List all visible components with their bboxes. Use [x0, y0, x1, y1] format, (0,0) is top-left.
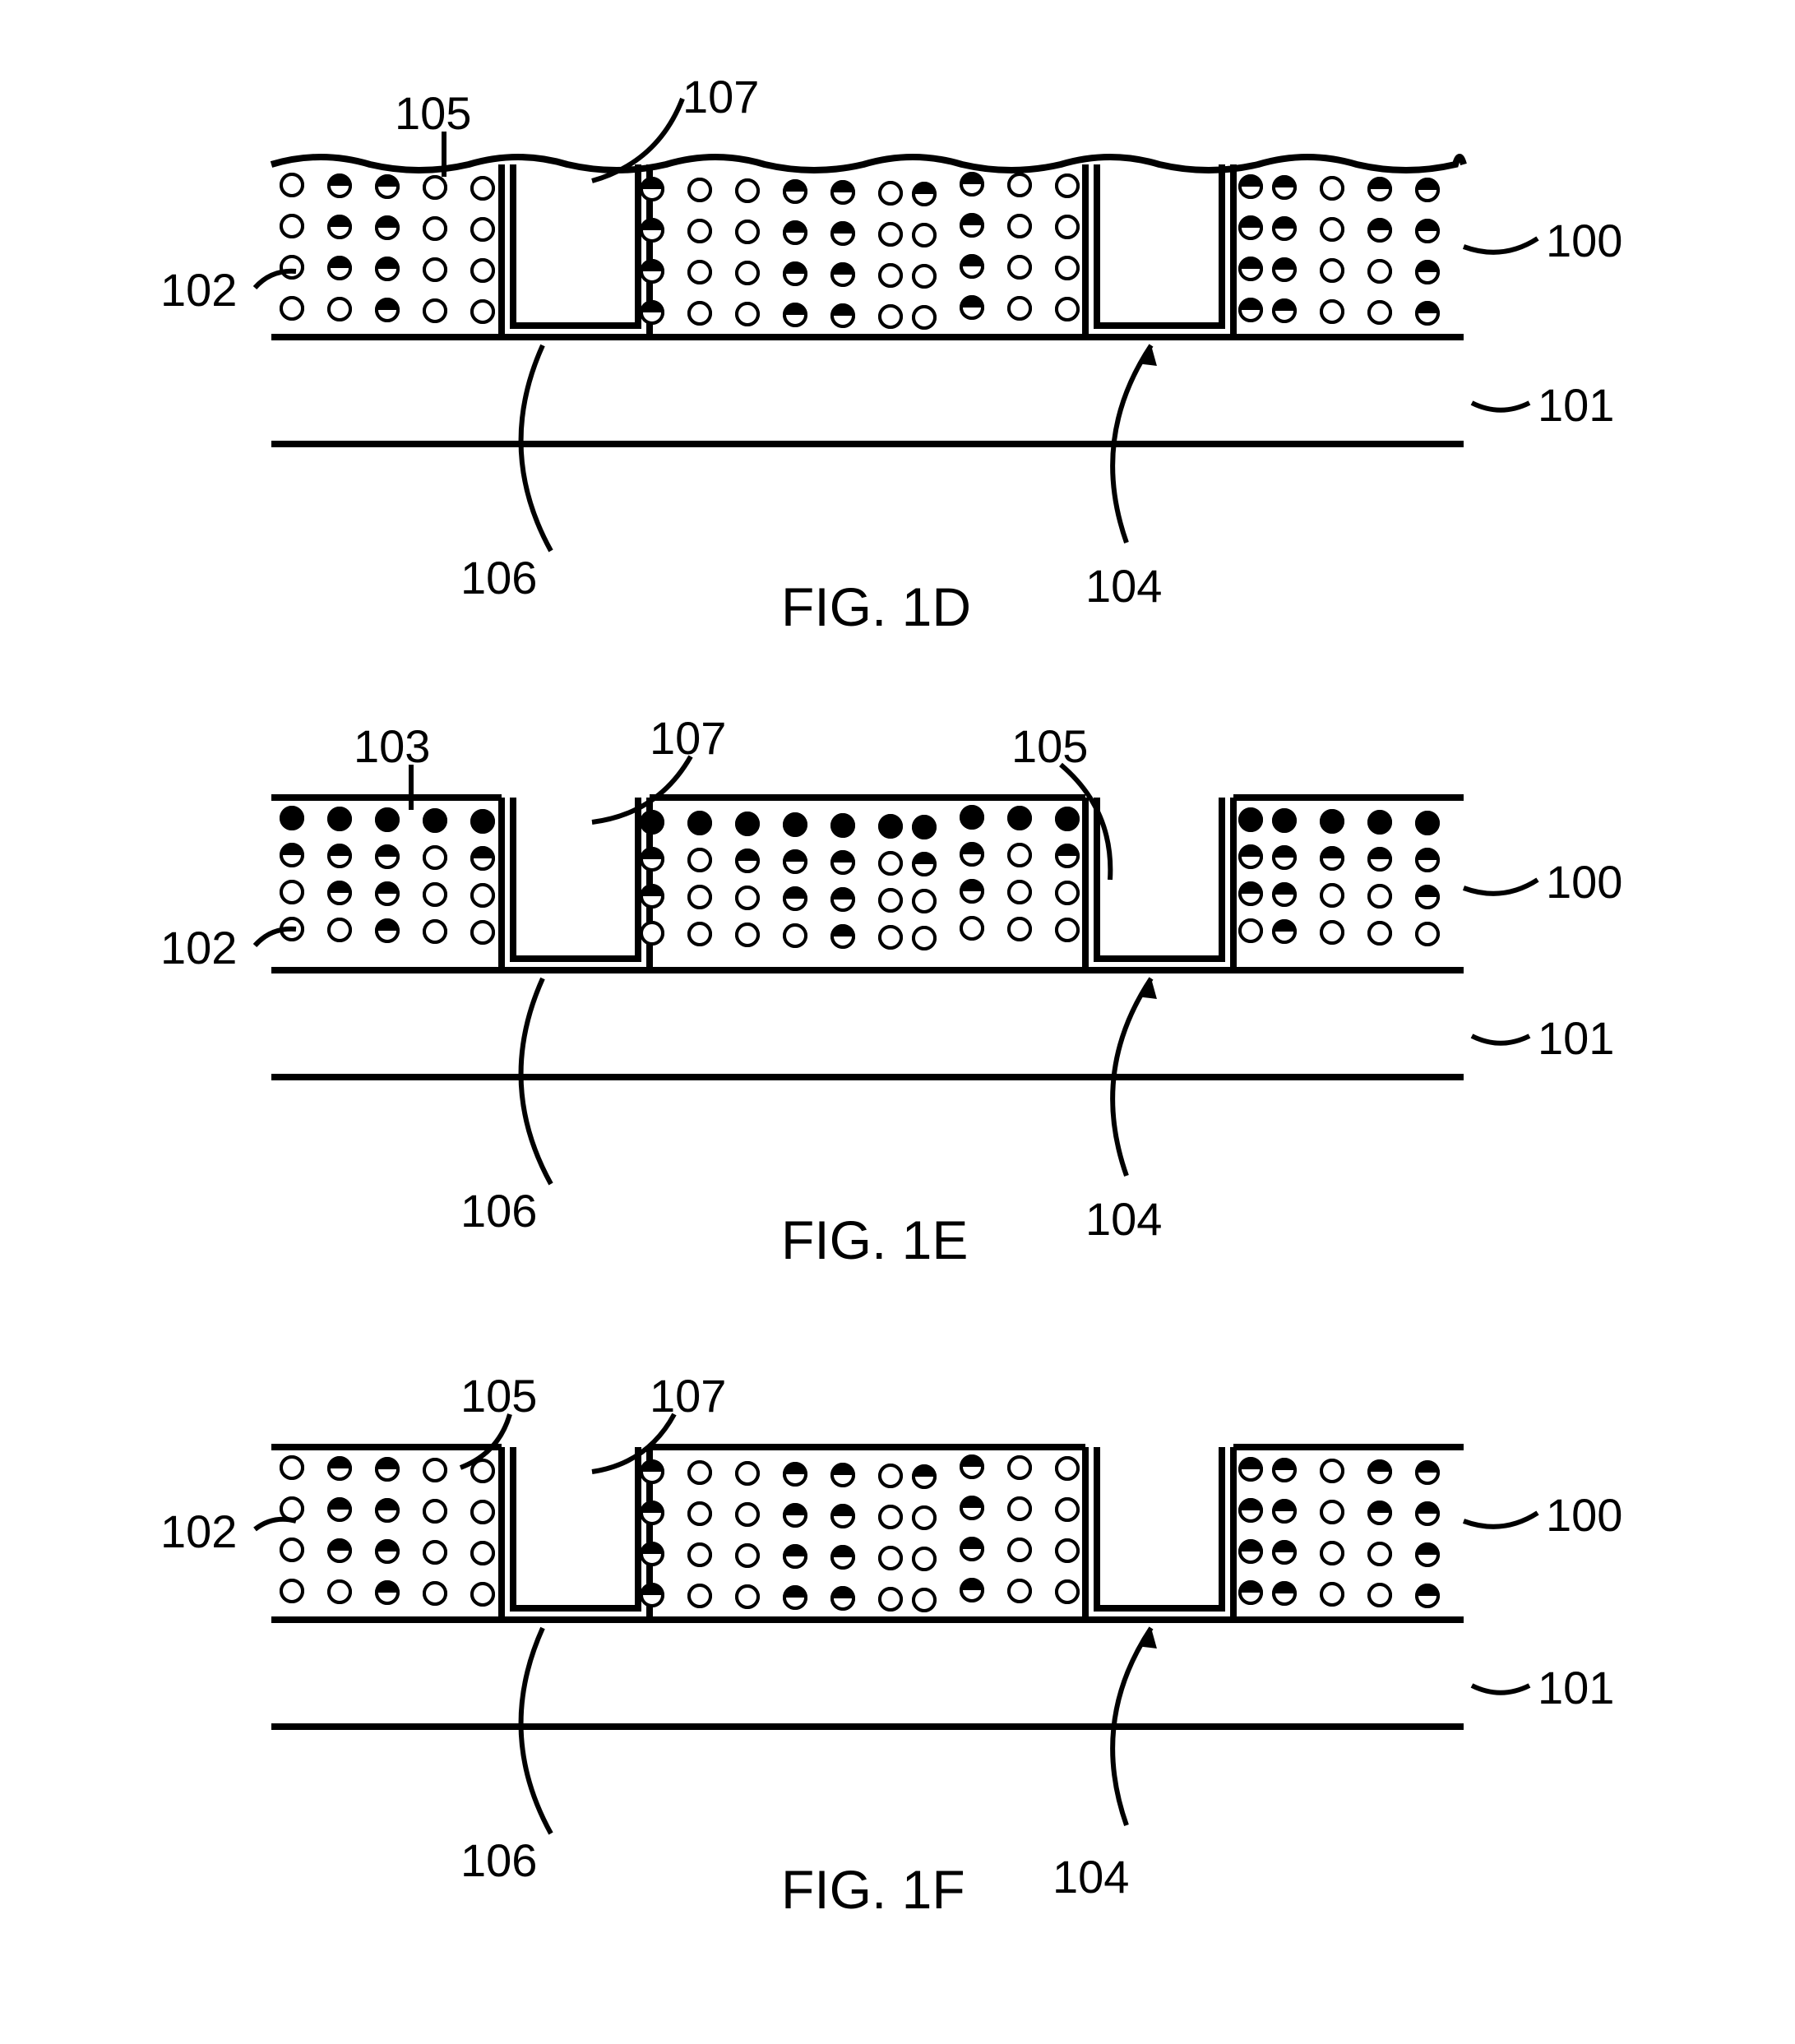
- fig1d-caption: FIG. 1D: [781, 576, 971, 638]
- ref-label-104: 104: [1085, 559, 1162, 613]
- ref-label-107: 107: [650, 711, 726, 765]
- fig1e: 103 107 105 102 100 101 106 104 FIG. 1E: [0, 682, 1795, 1307]
- ref-label-107: 107: [682, 70, 759, 123]
- fig1f: 105 107 102 100 101 106 104 FIG. 1F: [0, 1332, 1795, 1957]
- ref-label-106: 106: [460, 1184, 537, 1237]
- ref-label-105: 105: [1011, 719, 1088, 773]
- ref-label-105: 105: [395, 86, 471, 140]
- ref-label-101: 101: [1538, 378, 1614, 432]
- ref-label-100: 100: [1546, 214, 1622, 267]
- fig1f-caption: FIG. 1F: [781, 1858, 965, 1921]
- ref-label-104: 104: [1085, 1192, 1162, 1246]
- ref-label-101: 101: [1538, 1661, 1614, 1714]
- ref-label-102: 102: [160, 1505, 237, 1558]
- ref-label-103: 103: [354, 719, 430, 773]
- ref-label-101: 101: [1538, 1011, 1614, 1065]
- ref-label-105: 105: [460, 1369, 537, 1422]
- ref-label-107: 107: [650, 1369, 726, 1422]
- ref-label-104: 104: [1052, 1850, 1129, 1903]
- ref-label-106: 106: [460, 1834, 537, 1887]
- ref-label-102: 102: [160, 921, 237, 974]
- ref-label-102: 102: [160, 263, 237, 317]
- fig1d: 105 107 102 100 101 106 104 FIG. 1D: [0, 49, 1795, 674]
- ref-label-106: 106: [460, 551, 537, 604]
- ref-label-100: 100: [1546, 1488, 1622, 1542]
- ref-label-100: 100: [1546, 855, 1622, 909]
- fig1e-caption: FIG. 1E: [781, 1209, 968, 1271]
